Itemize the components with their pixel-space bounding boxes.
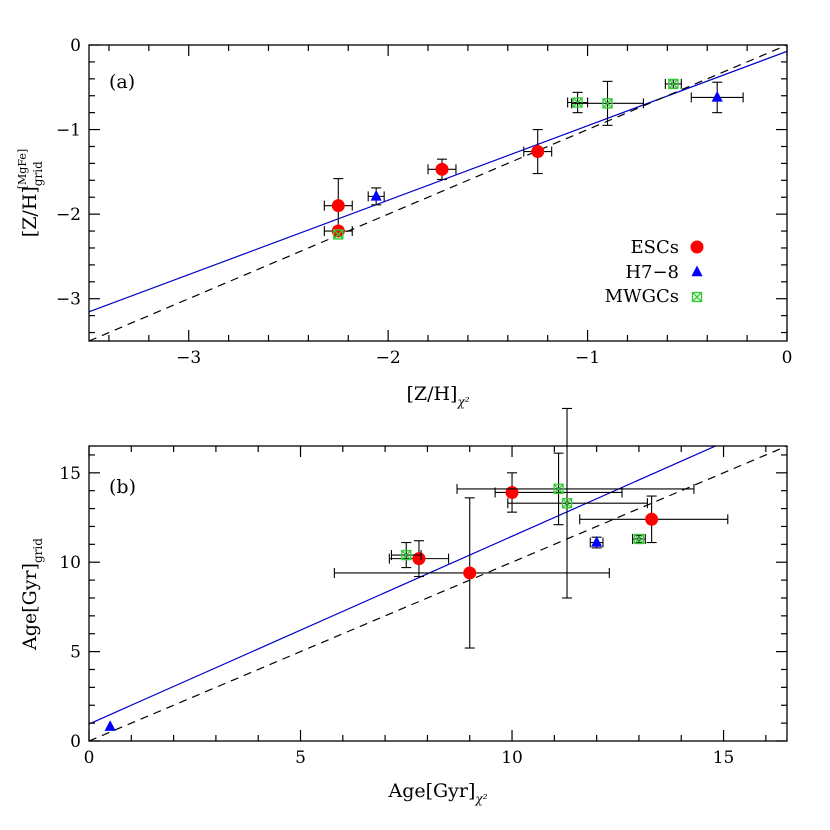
panel-b-ylabel-sub: grid: [31, 538, 45, 563]
marker-escs: [531, 145, 545, 159]
marker-mwgcs: [553, 483, 564, 495]
panel-a-markers: [323, 78, 744, 240]
legend-marker-escs-shape: [690, 240, 704, 254]
marker-mwgcs: [633, 533, 645, 545]
panel-a-xlabel-sub: χ²: [456, 395, 469, 409]
marker-mwgcs: [668, 78, 679, 90]
marker-mwgcs: [401, 549, 412, 561]
panel-b-identity-line: [89, 446, 787, 741]
marker-h78: [370, 189, 382, 201]
data-point-h78: [589, 536, 604, 549]
panel-a-ylabel: [Z/H]grid[MgFe]: [16, 149, 45, 237]
y-tick-label: 15: [59, 464, 81, 484]
panel-b-xlabel: Age[Gyr]χ²: [387, 780, 487, 806]
marker-escs: [331, 199, 345, 213]
data-point-mwgcs: [456, 452, 695, 526]
marker-escs: [435, 162, 449, 176]
data-point-mwgcs: [632, 533, 646, 545]
panel-a-identity-line: [89, 45, 787, 341]
data-point-escs: [427, 158, 457, 181]
panel-a-fit-line: [89, 50, 787, 313]
panel-a: −3 −2 −1 00−1−2−3 (a) [Z/H]χ² [Z/H]grid[MgF…: [16, 36, 792, 409]
data-point-mwgcs: [390, 541, 422, 569]
legend-label-h78: H7−8: [625, 262, 679, 283]
x-tick-label: 0: [84, 748, 95, 768]
svg-text:Age[Gyr]grid: Age[Gyr]grid: [19, 538, 45, 651]
y-tick-label: −2: [56, 205, 81, 225]
marker-escs: [331, 224, 345, 238]
x-tick-label: 5: [295, 748, 306, 768]
panel-b-lines: [89, 446, 787, 741]
y-tick-label: 5: [70, 643, 81, 663]
panel-b-fit-line: [89, 446, 717, 725]
panel-b-markers: [104, 407, 729, 731]
data-point-escs: [388, 540, 450, 578]
y-tick-label: −1: [56, 121, 81, 141]
marker-escs: [463, 566, 477, 580]
panel-a-frame: [88, 44, 788, 342]
data-point-mwgcs: [664, 78, 682, 90]
y-tick-label: 0: [70, 36, 81, 56]
panel-b-label: (b): [109, 476, 136, 498]
y-tick-label: −3: [56, 290, 81, 310]
marker-mwgcs: [333, 229, 344, 240]
panel-b-xlabel-main: Age[Gyr]: [387, 780, 475, 802]
x-tick-label: 0: [782, 348, 793, 368]
panel-a-ylabel-main: [Z/H]: [19, 186, 41, 237]
panel-b-xlabel-sub: χ²: [474, 792, 487, 806]
marker-mwgcs: [561, 498, 573, 509]
svg-text:[Z/H]grid[MgFe]: [Z/H]grid[MgFe]: [16, 149, 45, 237]
panel-b-ticks: 0 5 10 15 0 5 10 15: [59, 446, 787, 768]
legend-marker-mwgcs: [691, 291, 703, 303]
marker-h78: [104, 720, 116, 731]
panel-a-lines: [89, 45, 787, 341]
data-point-escs: [333, 497, 610, 649]
legend-label-escs: ESCs: [631, 237, 679, 258]
data-point-escs: [579, 495, 729, 544]
marker-h78: [591, 536, 603, 547]
panel-b-ylabel: Age[Gyr]grid: [19, 538, 45, 651]
data-point-mwgcs: [567, 91, 589, 114]
data-point-escs: [523, 129, 553, 175]
x-tick-label: −3: [176, 348, 201, 368]
data-point-h78: [104, 720, 116, 731]
marker-mwgcs: [602, 98, 613, 109]
legend-marker-mwgcs-shape: [691, 291, 703, 303]
panel-a-ticks: −3 −2 −1 0 0 −1 −2 −3: [56, 36, 792, 368]
panel-a-ylabel-sub: grid: [31, 161, 45, 186]
x-tick-label: −1: [575, 348, 600, 368]
marker-escs: [412, 552, 426, 566]
x-tick-label: 15: [713, 748, 735, 768]
panel-a-label: (a): [109, 71, 135, 93]
marker-escs: [645, 512, 659, 526]
panel-a-xlabel-main: [Z/H]: [406, 383, 457, 405]
panel-a-ylabel-sup: [MgFe]: [16, 149, 29, 189]
legend-marker-h78: [691, 265, 703, 277]
x-tick-label: 10: [501, 748, 523, 768]
data-point-h78: [367, 187, 385, 206]
data-point-h78: [690, 81, 744, 114]
legend-marker-escs: [690, 240, 704, 254]
panel-b-frame: [88, 445, 788, 742]
data-point-mwgcs: [571, 80, 644, 126]
x-tick-label: −2: [376, 348, 401, 368]
marker-h78: [711, 90, 723, 102]
data-point-escs: [323, 224, 353, 238]
y-tick-label: 10: [59, 553, 81, 573]
legend-marker-h78-shape: [691, 265, 703, 277]
legend: ESCs H7−8 MWGCs: [605, 237, 704, 307]
data-point-mwgcs: [507, 407, 648, 599]
panel-a-xlabel: [Z/H]χ²: [406, 383, 469, 409]
marker-mwgcs: [572, 97, 583, 108]
panel-b-ylabel-main: Age[Gyr]: [19, 563, 41, 651]
marker-escs: [505, 485, 519, 499]
legend-label-mwgcs: MWGCs: [605, 286, 679, 307]
data-point-mwgcs: [333, 229, 344, 240]
y-tick-label: 0: [70, 732, 81, 752]
